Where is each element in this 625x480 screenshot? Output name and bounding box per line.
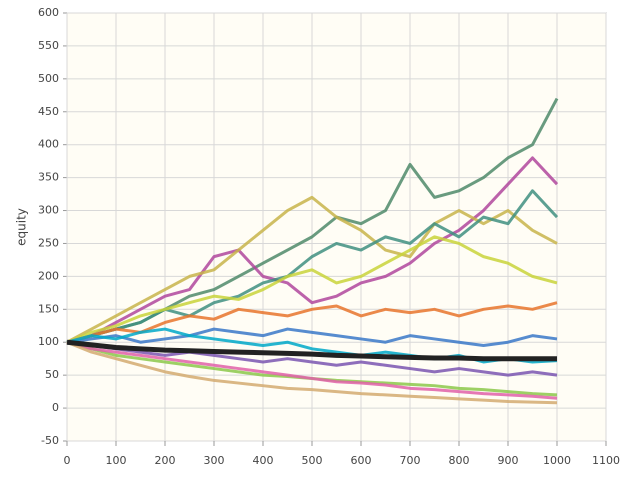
x-tick-label: 500	[302, 454, 323, 467]
series-line	[66, 340, 558, 400]
y-tick-label: 500	[38, 72, 59, 85]
y-tick-label: 300	[38, 204, 59, 217]
y-tick-label: 0	[52, 401, 59, 414]
x-tick-label: 700	[400, 454, 421, 467]
x-tick-label: 400	[253, 454, 274, 467]
y-tick-label: 550	[38, 39, 59, 52]
series-line	[66, 156, 559, 344]
x-tick-label: 1000	[543, 454, 571, 467]
series-line	[66, 235, 558, 344]
y-tick-label: 50	[45, 368, 59, 381]
y-tick-label: 350	[38, 171, 59, 184]
series-line	[66, 339, 557, 362]
y-tick-label: 150	[38, 302, 59, 315]
y-tick-label: 250	[38, 236, 59, 249]
series-line	[66, 301, 558, 344]
y-tick-label: 100	[38, 335, 59, 348]
x-tick-label: 1100	[592, 454, 620, 467]
y-axis-label: equity	[15, 208, 29, 246]
y-tick-label: -50	[41, 434, 59, 447]
series-line	[66, 340, 558, 405]
x-tick-label: 100	[106, 454, 127, 467]
x-tick-label: 200	[155, 454, 176, 467]
series-line	[66, 340, 558, 377]
y-tick-label: 200	[38, 269, 59, 282]
x-tick-label: 600	[351, 454, 372, 467]
x-tick-label: 900	[498, 454, 519, 467]
y-tick-label: 600	[38, 6, 59, 19]
x-tick-label: 300	[204, 454, 225, 467]
series-line	[66, 189, 559, 344]
y-tick-label: 400	[38, 138, 59, 151]
x-tick-label: 800	[449, 454, 470, 467]
y-tick-label: 450	[38, 105, 59, 118]
plot-area	[66, 12, 607, 442]
series-line	[66, 327, 558, 348]
series-line	[66, 195, 558, 344]
x-tick-label: 0	[64, 454, 71, 467]
